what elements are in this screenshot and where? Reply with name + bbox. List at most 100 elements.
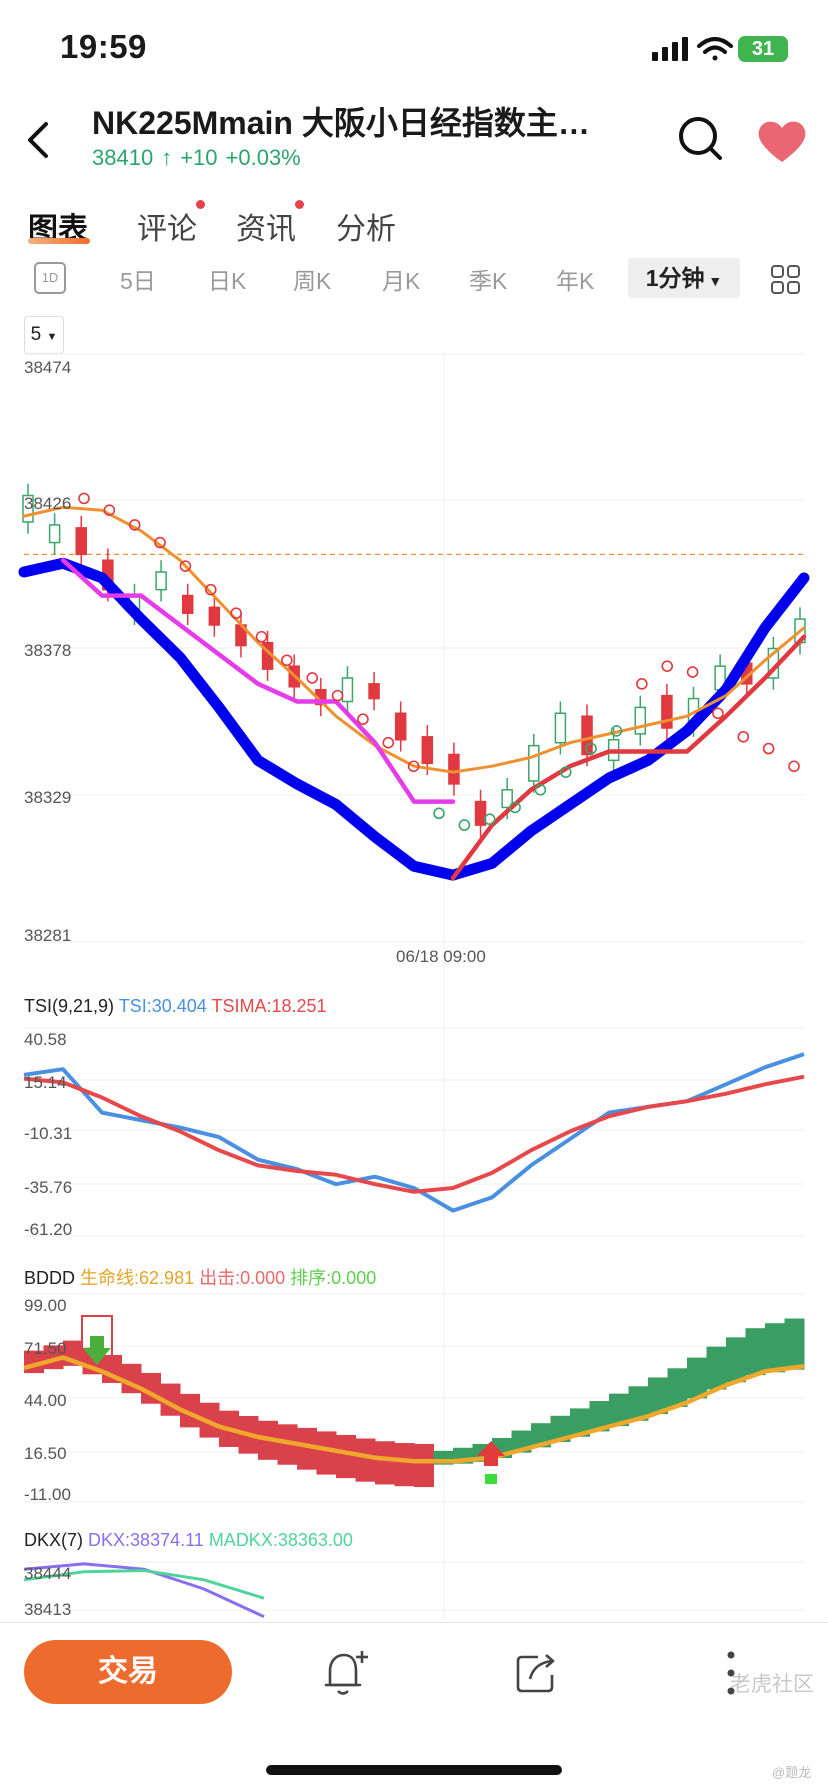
sar-point — [179, 560, 192, 572]
bddd-green-bar — [745, 1328, 766, 1376]
bddd-green-bar — [628, 1386, 649, 1421]
bddd-green-bar — [765, 1323, 785, 1373]
sar-point — [585, 742, 597, 755]
tsi-line-TSIMA — [23, 1074, 805, 1194]
period-1min-dropdown[interactable]: 1分钟 ▼ — [628, 258, 740, 298]
dkx-y-tick: 38444 — [24, 1564, 72, 1583]
search-icon[interactable] — [672, 110, 732, 170]
period-1min-label: 1分钟 — [645, 265, 705, 291]
period-week[interactable]: 周K — [293, 268, 332, 294]
bddd-green-bar — [570, 1408, 590, 1437]
bottom-bar-divider — [0, 1622, 828, 1623]
period-1d-icon[interactable]: 1D — [34, 262, 66, 294]
candle-body — [528, 744, 540, 782]
sar-point — [255, 630, 268, 643]
last-price: 38410 — [92, 145, 154, 170]
series-line-line_red — [450, 634, 807, 881]
tsima-value: TSIMA:18.251 — [211, 996, 327, 1016]
bddd-green-bar — [648, 1377, 668, 1415]
bddd-life-value: 生命线:62.981 — [80, 1268, 195, 1288]
tsi-y-tick: -35.76 — [24, 1178, 73, 1197]
tsi-legend: TSI(9,21,9) TSI:30.404 TSIMA:18.251 — [24, 996, 327, 1017]
period-year[interactable]: 年K — [556, 268, 595, 294]
tab-news-badge — [295, 200, 304, 209]
sar-point — [458, 819, 471, 831]
sar-point — [128, 519, 141, 531]
grid-layout-icon[interactable] — [766, 260, 806, 300]
bddd-life-line — [23, 1355, 805, 1464]
home-indicator[interactable] — [266, 1765, 562, 1775]
sar-point — [661, 660, 674, 672]
tab-news[interactable]: 资讯 — [236, 213, 296, 246]
dropdown-caret-icon: ▼ — [46, 331, 58, 343]
main-y-tick: 38281 — [24, 926, 72, 945]
sar-point — [762, 742, 775, 755]
period-month[interactable]: 月K — [382, 268, 421, 294]
share-icon[interactable] — [508, 1645, 564, 1701]
bddd-y-tick: 99.00 — [24, 1296, 67, 1315]
tsi-name: TSI(9,21,9) — [24, 996, 115, 1016]
tsi-y-tick: -10.31 — [24, 1124, 73, 1143]
dkx-y-tick: 38413 — [24, 1600, 72, 1619]
tsi-value: TSI:30.404 — [118, 996, 207, 1016]
tsi-line-TSI — [23, 1052, 805, 1213]
candle-body — [208, 606, 221, 626]
bddd-green-bar — [609, 1393, 629, 1427]
bddd-green-bar — [550, 1415, 571, 1443]
candle-body — [48, 524, 61, 544]
tsi-y-tick: 15.14 — [24, 1073, 67, 1092]
sar-point — [331, 689, 344, 702]
back-icon[interactable] — [14, 110, 74, 170]
bddd-green-bar — [784, 1318, 805, 1370]
period-day[interactable]: 日K — [208, 268, 247, 294]
sar-point — [788, 760, 800, 773]
madkx-value: MADKX:38363.00 — [208, 1530, 353, 1550]
x-axis-label: 06/18 09:00 — [396, 947, 486, 966]
candle-body — [22, 494, 34, 523]
dkx-legend: DKX(7) DKX:38374.11 MADKX:38363.00 — [24, 1530, 353, 1551]
sar-point — [534, 783, 547, 796]
chart-area[interactable] — [0, 0, 828, 1620]
candle-body — [368, 683, 380, 700]
status-time: 19:59 — [60, 28, 147, 65]
period-quarter[interactable]: 季K — [469, 268, 508, 294]
sar-point — [737, 731, 750, 743]
bddd-y-tick: 71.50 — [24, 1339, 67, 1358]
bddd-green-bar — [667, 1368, 688, 1407]
dkx-line-MADKX — [23, 1568, 265, 1600]
up-arrow-icon: ↑ — [161, 145, 173, 170]
bddd-red-bar — [180, 1393, 200, 1428]
bddd-red-bar — [277, 1424, 298, 1465]
candle-body — [501, 789, 513, 809]
bddd-y-tick: 16.50 — [24, 1444, 67, 1463]
main-y-tick: 38378 — [24, 641, 72, 660]
main-y-tick: 38329 — [24, 788, 72, 807]
bddd-rank-value: 排序:0.000 — [290, 1268, 377, 1288]
tab-analysis[interactable]: 分析 — [336, 213, 396, 246]
more-icon[interactable] — [716, 1645, 746, 1701]
trade-button[interactable]: 交易 — [24, 1640, 232, 1704]
buy-arrow-icon — [477, 1441, 505, 1466]
tab-comments-badge — [196, 200, 205, 209]
candle-body — [634, 706, 647, 735]
bddd-green-bar — [589, 1401, 610, 1432]
favorite-heart-icon[interactable] — [752, 110, 812, 170]
candle-body — [474, 800, 487, 826]
price-alert-icon[interactable] — [318, 1645, 374, 1701]
main-y-tick: 38474 — [24, 358, 72, 377]
period-5d[interactable]: 5日 — [120, 268, 156, 294]
dkx-value: DKX:38374.11 — [88, 1530, 204, 1550]
sar-point — [559, 766, 572, 778]
candle-body — [448, 753, 460, 785]
battery-indicator: 31 — [738, 36, 788, 62]
tab-comments[interactable]: 评论 — [137, 213, 197, 246]
series-line-ma_orange — [22, 505, 806, 774]
tsi-y-tick: -61.20 — [24, 1220, 73, 1239]
sar-point — [407, 760, 420, 773]
candle-body — [581, 715, 593, 756]
sar-point — [433, 807, 445, 820]
sar-point — [636, 678, 648, 690]
series-line-ma_blue — [18, 557, 810, 881]
price-change: +10 — [180, 145, 218, 170]
bddd-red-bar — [336, 1434, 356, 1479]
